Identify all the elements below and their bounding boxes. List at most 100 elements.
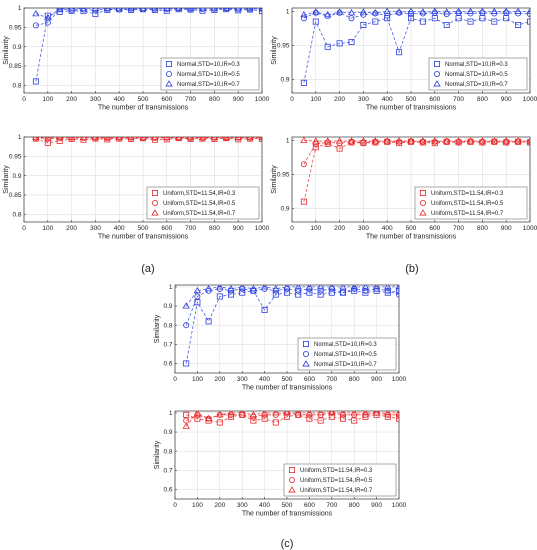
legend-marker xyxy=(433,71,440,78)
series-point xyxy=(339,285,347,290)
series-point xyxy=(151,8,159,11)
y-axis-label: Similarity xyxy=(271,36,278,65)
series-point xyxy=(234,8,242,11)
y-tick-label: 0.95 xyxy=(277,43,290,50)
x-tick-label: 200 xyxy=(214,502,225,509)
series-point xyxy=(127,137,135,140)
series-group xyxy=(300,8,530,86)
legend-label: Normal,STD=10,IR=0.5 xyxy=(314,352,377,358)
y-tick-label: 0.8 xyxy=(12,211,21,218)
x-tick-label: 600 xyxy=(429,96,440,103)
series-point xyxy=(419,18,426,25)
series-point xyxy=(222,8,231,11)
legend-box xyxy=(428,57,528,91)
series-point xyxy=(163,137,171,140)
series-point xyxy=(323,11,332,18)
series-point xyxy=(339,415,346,422)
x-tick-label: 1000 xyxy=(255,96,270,103)
legend-label: Normal,STD=10,IR=0.3 xyxy=(445,62,508,68)
x-tick-label: 500 xyxy=(282,502,293,509)
series-point xyxy=(371,8,380,16)
x-tick-label: 700 xyxy=(185,225,196,232)
legend-label: Normal,STD=10,IR=0.7 xyxy=(445,82,508,88)
series-point xyxy=(32,78,39,85)
series-point xyxy=(295,287,302,294)
series-point xyxy=(91,8,100,11)
series-point xyxy=(44,13,52,21)
series-point xyxy=(216,419,223,426)
series-point xyxy=(227,411,235,416)
series-point xyxy=(198,137,207,140)
x-tick-label: 700 xyxy=(326,502,337,509)
series-point xyxy=(328,413,335,420)
y-tick-label: 1 xyxy=(286,138,290,145)
series-point xyxy=(239,289,246,296)
legend-box xyxy=(414,186,528,220)
legend-marker xyxy=(288,466,295,473)
series-point xyxy=(372,411,381,416)
series-point xyxy=(235,137,242,141)
series-point xyxy=(384,413,391,420)
legend-label: Uniform,STD=11.54,IR=0.7 xyxy=(163,211,236,217)
chart-2: 0 100 200 300 400 500 600 700 800 900 1000 0.9 0.95 1… xyxy=(271,7,537,112)
legend-marker xyxy=(151,209,159,216)
series-point xyxy=(151,137,159,140)
x-tick-label: 600 xyxy=(304,376,315,383)
y-tick-label: 1 xyxy=(18,134,22,141)
y-tick-label: 1 xyxy=(169,284,173,291)
series-point xyxy=(300,161,307,168)
series-point xyxy=(186,8,195,11)
x-tick-label: 800 xyxy=(209,225,220,232)
y-tick-label: 0.9 xyxy=(280,77,289,84)
series-point xyxy=(466,8,475,14)
series-point xyxy=(183,411,190,418)
legend-label: Uniform,STD=11.54,IR=0.3 xyxy=(300,468,373,474)
x-axis-label: The number of transmissions xyxy=(98,234,189,241)
series-point xyxy=(328,289,335,296)
series-point xyxy=(174,8,183,11)
series-point xyxy=(79,137,88,140)
series-point xyxy=(361,285,370,290)
series-point xyxy=(396,291,399,298)
series-point xyxy=(79,8,88,11)
x-tick-label: 400 xyxy=(382,96,393,103)
x-tick-label: 0 xyxy=(290,225,294,232)
legend-marker xyxy=(165,61,172,68)
series-point xyxy=(56,8,63,13)
panel-label: (a) xyxy=(141,263,154,275)
series-point xyxy=(359,8,368,15)
legend-label: Uniform,STD=11.54,IR=0.7 xyxy=(300,488,373,494)
series-point xyxy=(442,137,451,144)
series-point xyxy=(238,285,246,290)
series-point xyxy=(260,285,269,290)
series-point xyxy=(305,285,314,290)
series-point xyxy=(205,318,212,325)
series-point xyxy=(187,8,194,12)
y-axis-label: Similarity xyxy=(154,440,161,469)
y-tick-label: 0.8 xyxy=(12,82,21,89)
y-tick-label: 0.9 xyxy=(12,173,21,180)
y-tick-label: 0.85 xyxy=(9,192,22,199)
y-axis-label: Similarity xyxy=(3,36,10,65)
x-tick-label: 200 xyxy=(214,376,225,383)
x-axis-label: The number of transmissions xyxy=(366,105,457,112)
series-point xyxy=(210,137,219,140)
series-point xyxy=(249,285,258,292)
y-tick-label: 0.6 xyxy=(163,361,172,368)
series-point xyxy=(227,285,235,292)
series-point xyxy=(260,411,269,416)
series-group xyxy=(182,285,399,367)
series-point xyxy=(360,21,367,28)
series-point xyxy=(335,137,344,144)
x-tick-label: 400 xyxy=(382,225,393,232)
series-point xyxy=(395,287,399,294)
x-tick-label: 600 xyxy=(304,502,315,509)
chart-5: 0 100 200 300 400 500 600 700 800 900 1000 0.9 0.95 1… xyxy=(271,136,537,241)
series-point xyxy=(32,22,39,29)
legend-box xyxy=(146,186,260,220)
series-point xyxy=(306,289,313,296)
y-tick-label: 1 xyxy=(286,9,290,16)
series-point xyxy=(395,411,399,416)
x-tick-label: 400 xyxy=(259,502,270,509)
x-axis-label: The number of transmissions xyxy=(366,234,457,241)
